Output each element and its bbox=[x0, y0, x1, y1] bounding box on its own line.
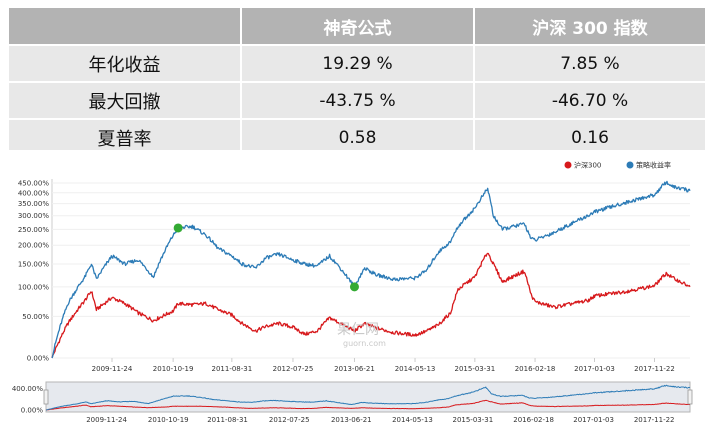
navigator-left-handle[interactable] bbox=[43, 389, 49, 405]
y-tick-label: 0.00% bbox=[27, 355, 50, 363]
x-tick-label: 2013-06-21 bbox=[334, 365, 375, 373]
x-tick-label: 2015-03-31 bbox=[455, 365, 496, 373]
chart-legend[interactable]: 沪深300 策略收益率 bbox=[564, 161, 672, 170]
navigator-series-line bbox=[45, 399, 691, 411]
y-tick-label: 450.00% bbox=[18, 180, 49, 188]
navigator-right-handle[interactable] bbox=[687, 389, 693, 405]
navigator-x-tick-label: 2010-10-19 bbox=[148, 416, 189, 424]
table-row: 年化收益 19.29 % 7.85 % bbox=[7, 44, 707, 83]
legend-label: 策略收益率 bbox=[636, 161, 671, 170]
row-value-strategy: 19.29 % bbox=[240, 44, 475, 83]
row-value-index: -46.70 % bbox=[473, 81, 707, 120]
x-tick-label: 2017-01-03 bbox=[574, 365, 615, 373]
y-tick-label: 200.00% bbox=[18, 242, 49, 250]
row-label: 最大回撤 bbox=[7, 81, 242, 120]
drawdown-marker[interactable] bbox=[173, 223, 183, 233]
navigator-x-tick-label: 2015-03-31 bbox=[452, 416, 493, 424]
row-label: 年化收益 bbox=[7, 44, 242, 83]
drawdown-marker[interactable] bbox=[349, 282, 359, 292]
y-tick-label: 150.00% bbox=[18, 260, 49, 268]
y-tick-label: 350.00% bbox=[18, 200, 49, 208]
navigator-x-tick-label: 2011-08-31 bbox=[207, 416, 248, 424]
navigator-x-tick-label: 2017-11-22 bbox=[634, 416, 675, 424]
table-row: 最大回撤 -43.75 % -46.70 % bbox=[7, 81, 707, 120]
navigator-x-tick-label: 2017-01-03 bbox=[573, 416, 614, 424]
navigator-x-tick-label: 2013-06-21 bbox=[331, 416, 372, 424]
legend-swatch-icon bbox=[564, 161, 572, 169]
range-navigator[interactable]: 400.00% 0.00% 2009-11-24 2010-10-19 2011-08-… bbox=[12, 381, 693, 424]
x-tick-label: 2010-10-19 bbox=[153, 365, 194, 373]
navigator-x-tick-label: 2012-07-25 bbox=[269, 416, 310, 424]
navigator-y-tick-label: 0.00% bbox=[21, 407, 44, 415]
legend-label: 沪深300 bbox=[574, 161, 601, 170]
watermark-text: 果仁网 bbox=[337, 322, 379, 338]
y-tick-label: 50.00% bbox=[22, 313, 49, 321]
line-chart[interactable]: 0.00% 50.00% 100.00% 150.00% 200.00% 250.00% 3… bbox=[0, 150, 712, 442]
x-tick-label: 2014-05-13 bbox=[395, 365, 436, 373]
y-tick-label: 100.00% bbox=[18, 283, 49, 291]
header-strategy: 神奇公式 bbox=[240, 6, 475, 46]
navigator-x-tick-label: 2009-11-24 bbox=[86, 416, 127, 424]
navigator-x-tick-label: 2014-05-13 bbox=[392, 416, 433, 424]
row-value-strategy: -43.75 % bbox=[240, 81, 475, 120]
stats-table: 神奇公式 沪深 300 指数 年化收益 19.29 % 7.85 % 最大回撤 … bbox=[7, 6, 707, 157]
series-line-strategy[interactable] bbox=[51, 180, 691, 359]
navigator-series-line bbox=[45, 384, 691, 411]
x-tick-label: 2016-02-18 bbox=[515, 365, 556, 373]
legend-swatch-icon bbox=[626, 161, 634, 169]
navigator-y-tick-label: 400.00% bbox=[12, 385, 43, 393]
x-tick-label: 2017-11-22 bbox=[634, 365, 675, 373]
navigator-x-tick-label: 2016-02-18 bbox=[513, 416, 554, 424]
x-tick-label: 2011-08-31 bbox=[212, 365, 253, 373]
y-tick-label: 300.00% bbox=[18, 212, 49, 220]
stats-header-row: 神奇公式 沪深 300 指数 bbox=[7, 6, 707, 46]
row-value-index: 7.85 % bbox=[473, 44, 707, 83]
y-tick-label: 250.00% bbox=[18, 226, 49, 234]
header-index: 沪深 300 指数 bbox=[473, 6, 707, 46]
x-tick-label: 2009-11-24 bbox=[92, 365, 133, 373]
watermark-subtext: guorn.com bbox=[343, 339, 386, 348]
header-blank bbox=[7, 6, 242, 46]
watermark: 果仁网 guorn.com bbox=[337, 322, 386, 348]
legend-item[interactable]: 策略收益率 bbox=[626, 161, 672, 170]
legend-item[interactable]: 沪深300 bbox=[564, 161, 602, 170]
main-plot-area: 0.00% 50.00% 100.00% 150.00% 200.00% 250.00% 3… bbox=[18, 179, 691, 373]
y-tick-label: 400.00% bbox=[18, 189, 49, 197]
x-tick-label: 2012-07-25 bbox=[273, 365, 314, 373]
series-line-index[interactable] bbox=[51, 252, 691, 359]
